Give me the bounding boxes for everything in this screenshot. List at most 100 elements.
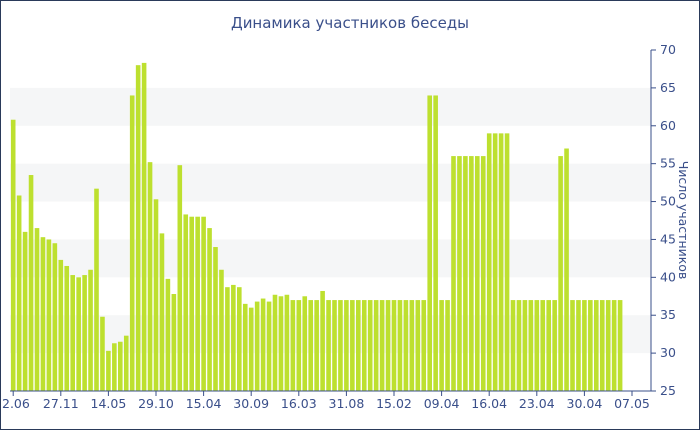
bar xyxy=(582,300,587,391)
bar xyxy=(58,259,64,391)
bar xyxy=(510,300,516,391)
bar xyxy=(46,239,52,391)
bar xyxy=(308,300,313,391)
bar xyxy=(70,275,75,391)
bar xyxy=(588,300,593,391)
x-tick-label: 16.04 xyxy=(471,396,507,411)
bar xyxy=(379,300,385,391)
bar xyxy=(10,119,16,391)
bar xyxy=(16,195,22,391)
x-tick-label: 31.08 xyxy=(329,396,365,411)
bar xyxy=(338,300,343,391)
bar xyxy=(361,300,367,391)
bar xyxy=(242,303,248,391)
y-tick-label: 55 xyxy=(660,156,676,171)
bar xyxy=(195,216,200,391)
bar xyxy=(28,175,34,391)
y-tick-label: 60 xyxy=(660,118,676,133)
bar xyxy=(326,300,331,391)
bar xyxy=(135,65,141,391)
bar xyxy=(153,199,159,391)
bar xyxy=(189,216,194,391)
bar xyxy=(22,231,28,391)
bar xyxy=(605,300,611,391)
y-tick-label: 25 xyxy=(660,383,676,398)
y-tick-label: 65 xyxy=(660,80,676,95)
bar xyxy=(415,300,421,391)
bar xyxy=(558,156,563,391)
bar xyxy=(469,156,474,391)
grid-band xyxy=(10,87,651,126)
bar xyxy=(350,300,355,391)
bar xyxy=(522,300,528,391)
y-axis-label: Число участников xyxy=(676,161,691,280)
bar xyxy=(385,300,391,391)
y-tick-label: 50 xyxy=(660,194,676,209)
bar xyxy=(552,300,557,391)
x-tick-label: 30.09 xyxy=(233,396,269,411)
bar xyxy=(94,188,99,391)
bar xyxy=(344,300,349,391)
bar xyxy=(457,156,462,391)
bar xyxy=(445,300,450,391)
bar xyxy=(314,300,319,391)
bar xyxy=(171,294,177,391)
x-tick-label: 15.02 xyxy=(376,396,412,411)
bar xyxy=(427,95,432,391)
bar xyxy=(320,290,325,391)
bar xyxy=(356,300,361,391)
bar xyxy=(391,300,397,391)
x-tick-label: 29.10 xyxy=(138,396,174,411)
bar xyxy=(40,237,46,391)
bar xyxy=(82,275,87,391)
grid-band xyxy=(10,239,651,278)
bar xyxy=(147,162,153,391)
bar xyxy=(165,278,171,391)
x-tick-label: 27.11 xyxy=(43,396,79,411)
bars xyxy=(10,62,623,392)
bar xyxy=(576,300,581,391)
bar xyxy=(594,300,599,391)
bar xyxy=(88,269,93,391)
bar xyxy=(141,62,147,391)
bar xyxy=(231,284,236,391)
bar xyxy=(64,265,70,391)
y-axis-ticks: 25 30 35 40 45 50 55 60 65 70 xyxy=(651,42,676,398)
x-tick-label: 07.05 xyxy=(614,396,650,411)
y-tick-label: 35 xyxy=(660,307,676,322)
x-axis-ticks: 2.06 27.11 14.05 29.10 15.04 30.09 16.03 31.08 1… xyxy=(2,391,650,411)
bar xyxy=(248,307,254,391)
bar xyxy=(433,95,438,391)
bar xyxy=(237,287,242,391)
bar xyxy=(540,300,546,391)
bar xyxy=(332,300,337,391)
bar xyxy=(498,133,504,392)
bar xyxy=(296,300,302,391)
y-tick-label: 30 xyxy=(660,345,676,360)
x-tick-label: 09.04 xyxy=(424,396,460,411)
bar xyxy=(266,301,272,391)
bar xyxy=(106,350,111,391)
bar xyxy=(451,156,456,391)
bar xyxy=(260,298,266,391)
bar xyxy=(480,156,486,391)
x-tick-label: 30.04 xyxy=(567,396,603,411)
bar xyxy=(367,300,373,391)
bar xyxy=(118,341,123,391)
bar xyxy=(213,247,218,391)
bar xyxy=(409,300,415,391)
bar xyxy=(123,335,129,391)
bar xyxy=(100,316,105,391)
bar xyxy=(272,294,278,391)
bar xyxy=(225,287,230,391)
bar xyxy=(183,214,189,391)
bar xyxy=(475,156,480,391)
bar xyxy=(617,300,623,391)
bar xyxy=(254,301,260,391)
bar xyxy=(403,300,409,391)
bar xyxy=(570,300,575,391)
bar xyxy=(207,228,212,391)
x-tick-label: 16.03 xyxy=(281,396,317,411)
bar xyxy=(486,133,492,392)
